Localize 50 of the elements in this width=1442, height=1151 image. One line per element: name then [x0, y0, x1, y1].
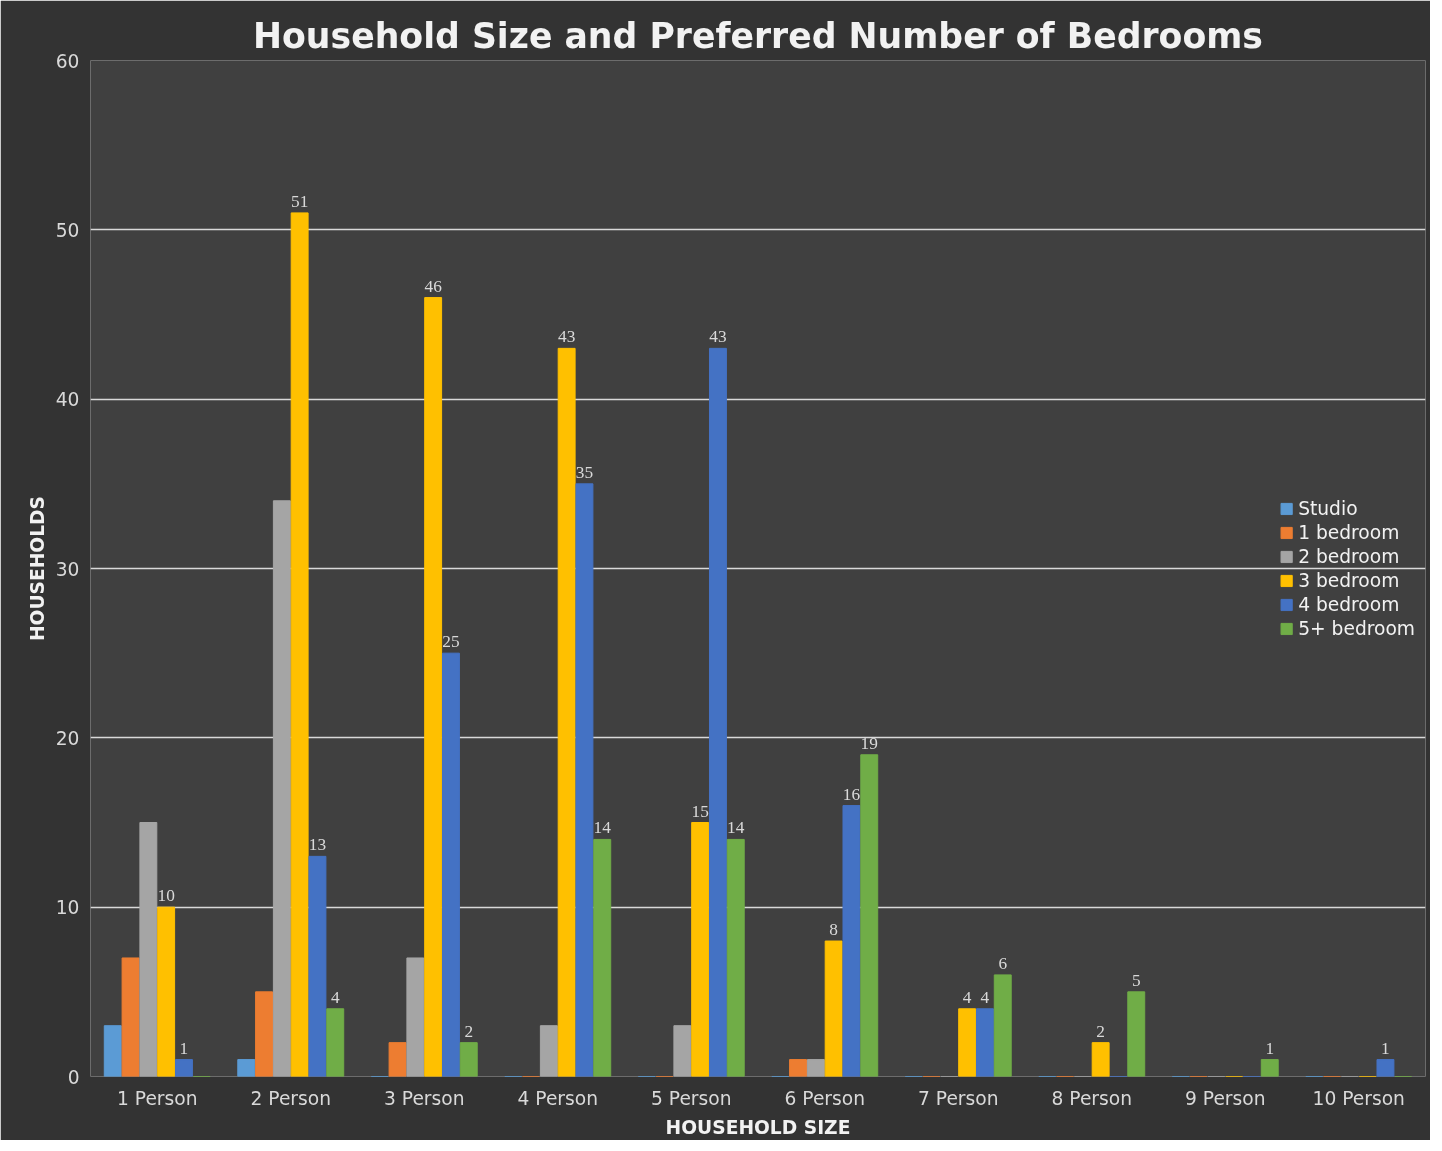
data-label: 35 — [575, 462, 594, 482]
y-tick-label: 20 — [55, 727, 80, 749]
y-tick-label: 10 — [55, 897, 80, 919]
data-label: 14 — [727, 818, 745, 838]
data-label: 16 — [842, 784, 861, 804]
data-label: 46 — [424, 276, 443, 296]
data-label: 6 — [998, 953, 1008, 973]
data-label: 2 — [1096, 1021, 1105, 1041]
chart-title: Household Size and Preferred Number of Bedrooms — [253, 15, 1263, 56]
data-label: 1 — [1265, 1038, 1275, 1058]
data-label: 4 — [980, 987, 990, 1007]
data-label: 15 — [691, 801, 709, 821]
y-tick-label: 0 — [67, 1066, 80, 1088]
data-label: 43 — [557, 327, 576, 347]
x-tick-label: 9 Person — [1185, 1087, 1266, 1109]
y-axis-title: HOUSEHOLDS — [26, 495, 48, 642]
x-tick-label: 5 Person — [651, 1087, 732, 1109]
y-tick-label: 30 — [55, 558, 80, 580]
x-tick-label: 1 Person — [117, 1087, 198, 1109]
data-label: 4 — [962, 987, 972, 1007]
x-tick-label: 4 Person — [517, 1087, 598, 1109]
x-tick-label: 3 Person — [384, 1087, 465, 1109]
data-label: 14 — [593, 818, 612, 838]
y-tick-label: 50 — [55, 219, 80, 241]
data-label: 1 — [179, 1038, 189, 1058]
y-tick-label: 60 — [55, 50, 80, 72]
data-label: 19 — [860, 733, 878, 753]
legend-label: 3 bedroom — [1298, 569, 1400, 591]
data-label: 1 — [1381, 1038, 1390, 1058]
legend-label: 2 bedroom — [1298, 545, 1400, 567]
data-label: 10 — [157, 886, 175, 906]
data-label: 8 — [829, 920, 838, 940]
legend-label: 4 bedroom — [1298, 593, 1400, 615]
legend-label: 5+ bedroom — [1298, 617, 1415, 639]
legend-label: Studio — [1298, 497, 1358, 519]
data-label: 5 — [1131, 970, 1141, 990]
y-tick-label: 40 — [55, 389, 80, 411]
data-label: 2 — [464, 1021, 474, 1041]
data-label: 51 — [290, 191, 309, 211]
x-tick-label: 6 Person — [784, 1087, 865, 1109]
x-tick-label: 8 Person — [1051, 1087, 1132, 1109]
legend-label: 1 bedroom — [1298, 521, 1400, 543]
x-axis-title: HOUSEHOLD SIZE — [665, 1116, 851, 1138]
data-label: 25 — [442, 632, 460, 652]
data-label: 43 — [709, 327, 727, 347]
x-tick-label: 2 Person — [250, 1087, 331, 1109]
x-tick-label: 7 Person — [918, 1087, 999, 1109]
data-label: 13 — [308, 835, 327, 855]
x-tick-label: 10 Person — [1312, 1087, 1405, 1109]
data-label: 4 — [330, 987, 340, 1007]
